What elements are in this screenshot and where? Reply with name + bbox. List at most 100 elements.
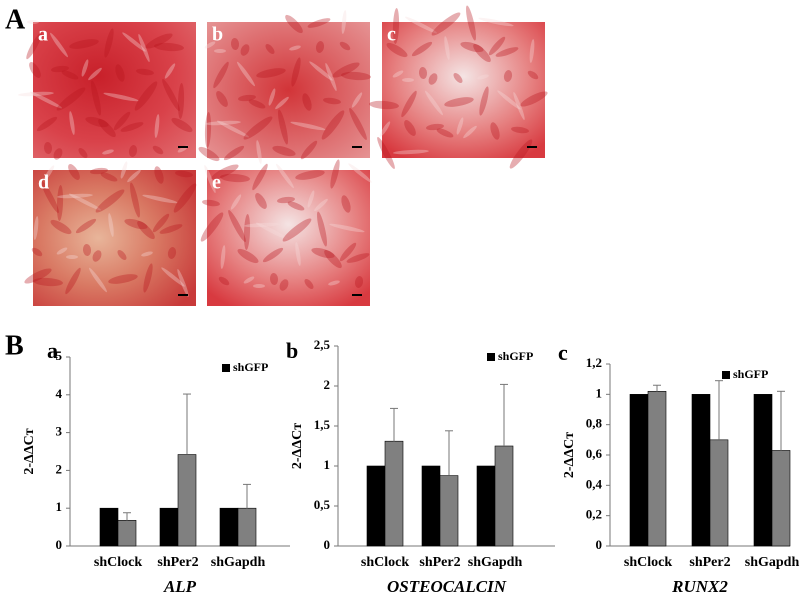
texture [411,41,433,57]
y-tick-label: 1,5 [314,417,331,432]
texture [444,97,474,107]
image-label: b [212,24,223,46]
error-bar [445,430,453,476]
texture [57,193,93,199]
y-tick-label: 0,2 [586,507,602,522]
texture [198,146,220,162]
texture [122,32,146,52]
texture [237,61,255,87]
texture [253,284,265,288]
texture [304,279,314,289]
texture [285,14,303,34]
texture [509,139,533,169]
texture [529,39,535,63]
bar [366,465,386,547]
texture [314,198,328,212]
texture [488,36,506,56]
y-tick-label: 0 [324,537,331,552]
bar [99,507,119,547]
x-tick-label: shGapdh [468,555,523,570]
error-bar [715,380,723,440]
subpanel-label: b [286,338,298,363]
texture [68,164,80,180]
error-bar [183,393,191,455]
y-tick-label: 5 [56,348,63,363]
texture [141,251,153,257]
legend-swatch [222,364,230,372]
bar [753,394,773,547]
y-tick-label: 4 [56,386,63,401]
texture [33,216,39,240]
texture [393,149,429,155]
bar [421,465,441,547]
bar [771,450,791,547]
texture [495,47,519,57]
texture [341,10,347,34]
bar [384,440,404,547]
texture [128,145,138,157]
texture [154,166,164,184]
y-tick-label: 0 [56,537,63,552]
texture [18,91,54,97]
texture [152,145,164,155]
image-label: e [212,172,221,194]
texture [124,218,148,230]
texture [220,173,250,183]
texture [302,93,312,111]
texture [425,90,443,116]
bar [237,507,257,547]
texture [66,255,78,259]
texture [295,170,325,180]
texture [43,142,53,154]
bar [494,445,514,547]
texture [91,80,101,116]
texture [50,219,72,235]
texture [426,123,444,131]
texture [243,276,255,284]
texture [402,78,414,82]
y-tick-label: 2 [324,377,331,392]
texture [51,65,69,73]
texture [315,41,325,53]
y-tick-label: 0,6 [586,446,603,461]
bar [691,394,711,547]
texture [61,70,79,80]
texture [41,181,59,213]
texture [95,189,125,213]
texture [379,121,391,137]
texture [69,111,75,135]
texture [466,5,476,41]
texture [108,274,138,284]
texture [490,122,500,140]
texture [330,159,340,189]
texture [248,99,266,109]
micrograph [33,22,196,158]
texture [511,126,529,134]
texture [230,38,240,50]
texture [269,273,279,285]
texture [33,277,63,287]
texture [177,268,189,298]
x-axis-label: RUNX2 [671,577,728,596]
subpanel-label: c [558,340,568,365]
texture [290,121,326,131]
texture [307,18,331,28]
texture [161,267,185,287]
texture [354,276,364,288]
texture [27,20,39,24]
texture [287,201,305,211]
texture [223,145,245,161]
texture [282,218,312,242]
texture [323,97,341,105]
y-tick-label: 0,8 [586,416,603,431]
texture [256,140,262,164]
y-axis-label: 2-ΔΔCт [562,432,577,478]
texture [436,128,454,138]
texture [89,267,107,293]
texture [65,267,81,295]
x-tick-label: shClock [624,555,672,570]
texture [463,125,477,139]
y-tick-label: 1 [324,457,331,472]
texture [214,49,226,53]
texture [216,91,228,107]
